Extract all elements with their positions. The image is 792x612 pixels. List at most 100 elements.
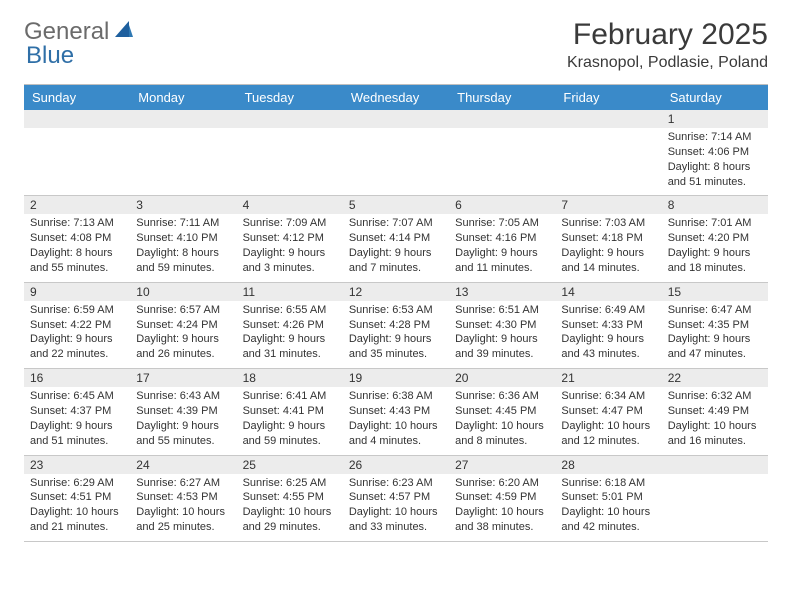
day-data: Sunrise: 7:14 AMSunset: 4:06 PMDaylight:… (662, 128, 768, 195)
day-number: 18 (237, 369, 343, 387)
calendar-cell: 28Sunrise: 6:18 AMSunset: 5:01 PMDayligh… (555, 456, 661, 541)
day-number: 23 (24, 456, 130, 474)
calendar-cell: 11Sunrise: 6:55 AMSunset: 4:26 PMDayligh… (237, 283, 343, 368)
sunrise-text: Sunrise: 6:32 AM (668, 389, 762, 404)
daylight-text: Daylight: 8 hours and 55 minutes. (30, 246, 124, 276)
daylight-text: Daylight: 10 hours and 29 minutes. (243, 505, 337, 535)
day-data: Sunrise: 6:53 AMSunset: 4:28 PMDaylight:… (343, 301, 449, 368)
day-data: Sunrise: 6:34 AMSunset: 4:47 PMDaylight:… (555, 387, 661, 454)
sail-icon (113, 18, 135, 46)
day-number: 2 (24, 196, 130, 214)
daylight-text: Daylight: 9 hours and 43 minutes. (561, 332, 655, 362)
day-number: 20 (449, 369, 555, 387)
sunset-text: Sunset: 4:24 PM (136, 318, 230, 333)
sunset-text: Sunset: 4:33 PM (561, 318, 655, 333)
daylight-text: Daylight: 10 hours and 42 minutes. (561, 505, 655, 535)
daylight-text: Daylight: 9 hours and 3 minutes. (243, 246, 337, 276)
sunset-text: Sunset: 4:37 PM (30, 404, 124, 419)
day-data: Sunrise: 6:32 AMSunset: 4:49 PMDaylight:… (662, 387, 768, 454)
calendar-cell: 24Sunrise: 6:27 AMSunset: 4:53 PMDayligh… (130, 456, 236, 541)
sunrise-text: Sunrise: 6:18 AM (561, 476, 655, 491)
sunset-text: Sunset: 4:10 PM (136, 231, 230, 246)
sunrise-text: Sunrise: 6:57 AM (136, 303, 230, 318)
sunrise-text: Sunrise: 6:41 AM (243, 389, 337, 404)
day-data: Sunrise: 6:18 AMSunset: 5:01 PMDaylight:… (555, 474, 661, 541)
calendar-cell (130, 110, 236, 195)
sunset-text: Sunset: 4:35 PM (668, 318, 762, 333)
sunset-text: Sunset: 4:18 PM (561, 231, 655, 246)
day-number: 13 (449, 283, 555, 301)
day-data: Sunrise: 6:45 AMSunset: 4:37 PMDaylight:… (24, 387, 130, 454)
day-number: 3 (130, 196, 236, 214)
day-data: Sunrise: 6:25 AMSunset: 4:55 PMDaylight:… (237, 474, 343, 541)
calendar-cell: 9Sunrise: 6:59 AMSunset: 4:22 PMDaylight… (24, 283, 130, 368)
weekday-saturday: Saturday (662, 85, 768, 110)
day-number (24, 110, 130, 128)
sunrise-text: Sunrise: 6:36 AM (455, 389, 549, 404)
sunrise-text: Sunrise: 6:20 AM (455, 476, 549, 491)
sunrise-text: Sunrise: 6:49 AM (561, 303, 655, 318)
sunset-text: Sunset: 4:26 PM (243, 318, 337, 333)
day-data: Sunrise: 6:59 AMSunset: 4:22 PMDaylight:… (24, 301, 130, 368)
page-title: February 2025 (567, 18, 768, 52)
daylight-text: Daylight: 9 hours and 26 minutes. (136, 332, 230, 362)
daylight-text: Daylight: 9 hours and 22 minutes. (30, 332, 124, 362)
day-number (449, 110, 555, 128)
calendar-cell: 27Sunrise: 6:20 AMSunset: 4:59 PMDayligh… (449, 456, 555, 541)
sunrise-text: Sunrise: 7:11 AM (136, 216, 230, 231)
daylight-text: Daylight: 9 hours and 59 minutes. (243, 419, 337, 449)
daylight-text: Daylight: 10 hours and 4 minutes. (349, 419, 443, 449)
calendar-cell (237, 110, 343, 195)
day-number: 12 (343, 283, 449, 301)
day-number: 1 (662, 110, 768, 128)
day-data: Sunrise: 6:20 AMSunset: 4:59 PMDaylight:… (449, 474, 555, 541)
calendar-cell: 22Sunrise: 6:32 AMSunset: 4:49 PMDayligh… (662, 369, 768, 454)
daylight-text: Daylight: 10 hours and 33 minutes. (349, 505, 443, 535)
sunset-text: Sunset: 4:06 PM (668, 145, 762, 160)
daylight-text: Daylight: 9 hours and 18 minutes. (668, 246, 762, 276)
day-data: Sunrise: 6:47 AMSunset: 4:35 PMDaylight:… (662, 301, 768, 368)
calendar-cell: 16Sunrise: 6:45 AMSunset: 4:37 PMDayligh… (24, 369, 130, 454)
calendar-cell (555, 110, 661, 195)
sunset-text: Sunset: 4:53 PM (136, 490, 230, 505)
day-data: Sunrise: 6:23 AMSunset: 4:57 PMDaylight:… (343, 474, 449, 541)
sunset-text: Sunset: 4:14 PM (349, 231, 443, 246)
daylight-text: Daylight: 8 hours and 59 minutes. (136, 246, 230, 276)
sunrise-text: Sunrise: 7:07 AM (349, 216, 443, 231)
sunset-text: Sunset: 4:49 PM (668, 404, 762, 419)
daylight-text: Daylight: 9 hours and 35 minutes. (349, 332, 443, 362)
day-data: Sunrise: 7:09 AMSunset: 4:12 PMDaylight:… (237, 214, 343, 281)
weekday-wednesday: Wednesday (343, 85, 449, 110)
day-number: 6 (449, 196, 555, 214)
sunrise-text: Sunrise: 6:45 AM (30, 389, 124, 404)
calendar-cell (449, 110, 555, 195)
calendar-cell: 14Sunrise: 6:49 AMSunset: 4:33 PMDayligh… (555, 283, 661, 368)
day-data: Sunrise: 6:27 AMSunset: 4:53 PMDaylight:… (130, 474, 236, 541)
day-number (662, 456, 768, 474)
sunset-text: Sunset: 4:41 PM (243, 404, 337, 419)
day-data: Sunrise: 7:05 AMSunset: 4:16 PMDaylight:… (449, 214, 555, 281)
calendar-row: 1Sunrise: 7:14 AMSunset: 4:06 PMDaylight… (24, 110, 768, 196)
day-number: 11 (237, 283, 343, 301)
day-data: Sunrise: 6:57 AMSunset: 4:24 PMDaylight:… (130, 301, 236, 368)
daylight-text: Daylight: 9 hours and 31 minutes. (243, 332, 337, 362)
sunrise-text: Sunrise: 6:25 AM (243, 476, 337, 491)
sunset-text: Sunset: 4:57 PM (349, 490, 443, 505)
daylight-text: Daylight: 10 hours and 16 minutes. (668, 419, 762, 449)
day-data: Sunrise: 6:36 AMSunset: 4:45 PMDaylight:… (449, 387, 555, 454)
sunrise-text: Sunrise: 6:34 AM (561, 389, 655, 404)
day-data: Sunrise: 7:01 AMSunset: 4:20 PMDaylight:… (662, 214, 768, 281)
sunrise-text: Sunrise: 7:03 AM (561, 216, 655, 231)
sunrise-text: Sunrise: 6:59 AM (30, 303, 124, 318)
calendar-weekday-header: Sunday Monday Tuesday Wednesday Thursday… (24, 85, 768, 110)
day-number: 16 (24, 369, 130, 387)
day-data: Sunrise: 6:41 AMSunset: 4:41 PMDaylight:… (237, 387, 343, 454)
calendar-cell: 1Sunrise: 7:14 AMSunset: 4:06 PMDaylight… (662, 110, 768, 195)
calendar-cell: 26Sunrise: 6:23 AMSunset: 4:57 PMDayligh… (343, 456, 449, 541)
day-number: 25 (237, 456, 343, 474)
weekday-thursday: Thursday (449, 85, 555, 110)
sunrise-text: Sunrise: 6:38 AM (349, 389, 443, 404)
day-data: Sunrise: 7:13 AMSunset: 4:08 PMDaylight:… (24, 214, 130, 281)
calendar-cell: 5Sunrise: 7:07 AMSunset: 4:14 PMDaylight… (343, 196, 449, 281)
calendar-cell: 4Sunrise: 7:09 AMSunset: 4:12 PMDaylight… (237, 196, 343, 281)
